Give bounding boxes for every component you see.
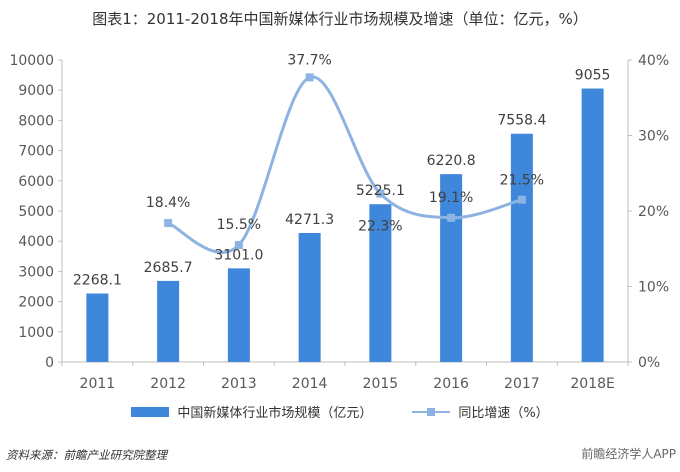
bar-2014 xyxy=(298,233,321,362)
x-tick-label: 2017 xyxy=(504,376,540,392)
growth-value-label: 22.3% xyxy=(358,219,402,235)
y-left-tick-label: 10000 xyxy=(9,53,54,69)
y-left-tick-label: 7000 xyxy=(18,144,54,160)
growth-value-label: 19.1% xyxy=(429,190,473,206)
y-left-tick-label: 5000 xyxy=(18,204,54,220)
bar-2018E xyxy=(581,88,604,362)
y-right-tick-label: 10% xyxy=(638,280,669,296)
bar-value-label: 6220.8 xyxy=(427,153,476,169)
legend-item-bar: 中国新媒体行业市场规模（亿元） xyxy=(131,402,372,421)
x-tick-label: 2018E xyxy=(570,376,614,392)
y-right-tick-label: 20% xyxy=(638,204,669,220)
y-right-tick-label: 30% xyxy=(638,129,669,145)
legend-item-line: 同比增速（%） xyxy=(412,402,549,421)
brand-watermark: 前瞻经济学人APP xyxy=(581,447,676,461)
growth-marker-2015 xyxy=(376,189,385,198)
bar-value-label: 2685.7 xyxy=(144,260,193,276)
x-tick-label: 2012 xyxy=(150,376,186,392)
y-right-tick-label: 40% xyxy=(638,53,669,69)
y-left-tick-label: 6000 xyxy=(18,174,54,190)
bar-value-label: 2268.1 xyxy=(73,273,122,289)
growth-marker-2012 xyxy=(164,219,173,228)
growth-value-label: 15.5% xyxy=(217,217,261,233)
y-left-tick-label: 9000 xyxy=(18,83,54,99)
legend-swatch-bar xyxy=(131,406,170,417)
x-tick-label: 2016 xyxy=(433,376,469,392)
bar-value-label: 5225.1 xyxy=(356,183,405,199)
growth-value-label: 21.5% xyxy=(500,173,544,189)
x-tick-label: 2014 xyxy=(292,376,328,392)
chart-plot: 0 1000 2000 3000 4000 5000 6000 7000 8000 9000 100… xyxy=(9,52,669,392)
y-left-tick-label: 1000 xyxy=(18,325,54,341)
growth-marker-2014 xyxy=(305,73,314,82)
y-left-tick-label: 3000 xyxy=(18,264,54,280)
bar-value-label: 7558.4 xyxy=(497,113,546,129)
chart-legend: 中国新媒体行业市场规模（亿元） 同比增速（%） xyxy=(0,402,680,421)
legend-swatch-line xyxy=(412,407,451,417)
bar-value-label: 4271.3 xyxy=(285,212,334,228)
growth-value-label: 18.4% xyxy=(146,195,190,211)
growth-marker-2013 xyxy=(234,240,243,249)
bar-2013 xyxy=(227,268,250,362)
growth-marker-2017 xyxy=(517,195,526,204)
bar-2015 xyxy=(369,204,392,362)
growth-marker-2016 xyxy=(447,213,456,222)
bar-value-label: 9055 xyxy=(575,68,611,84)
bar-2016 xyxy=(440,174,463,362)
source-note: 资料来源：前瞻产业研究院整理 xyxy=(6,448,167,462)
x-tick-label: 2011 xyxy=(80,376,116,392)
y-right-tick-label: 0% xyxy=(638,355,660,371)
legend-label-line: 同比增速（%） xyxy=(458,406,549,421)
x-tick-label: 2013 xyxy=(221,376,257,392)
y-left-tick-label: 0 xyxy=(45,355,54,371)
y-left-tick-label: 2000 xyxy=(18,295,54,311)
x-tick-label: 2015 xyxy=(363,376,399,392)
chart-title: 图表1：2011-2018年中国新媒体行业市场规模及增速（单位：亿元，%） xyxy=(92,10,588,28)
bar-2017 xyxy=(510,133,533,362)
legend-label-bar: 中国新媒体行业市场规模（亿元） xyxy=(177,406,373,421)
bar-value-label: 3101.0 xyxy=(214,247,263,263)
growth-value-label: 37.7% xyxy=(287,52,331,68)
bar-2012 xyxy=(157,280,180,362)
y-left-tick-label: 8000 xyxy=(18,113,54,129)
y-left-tick-label: 4000 xyxy=(18,234,54,250)
bar-2011 xyxy=(86,293,109,362)
